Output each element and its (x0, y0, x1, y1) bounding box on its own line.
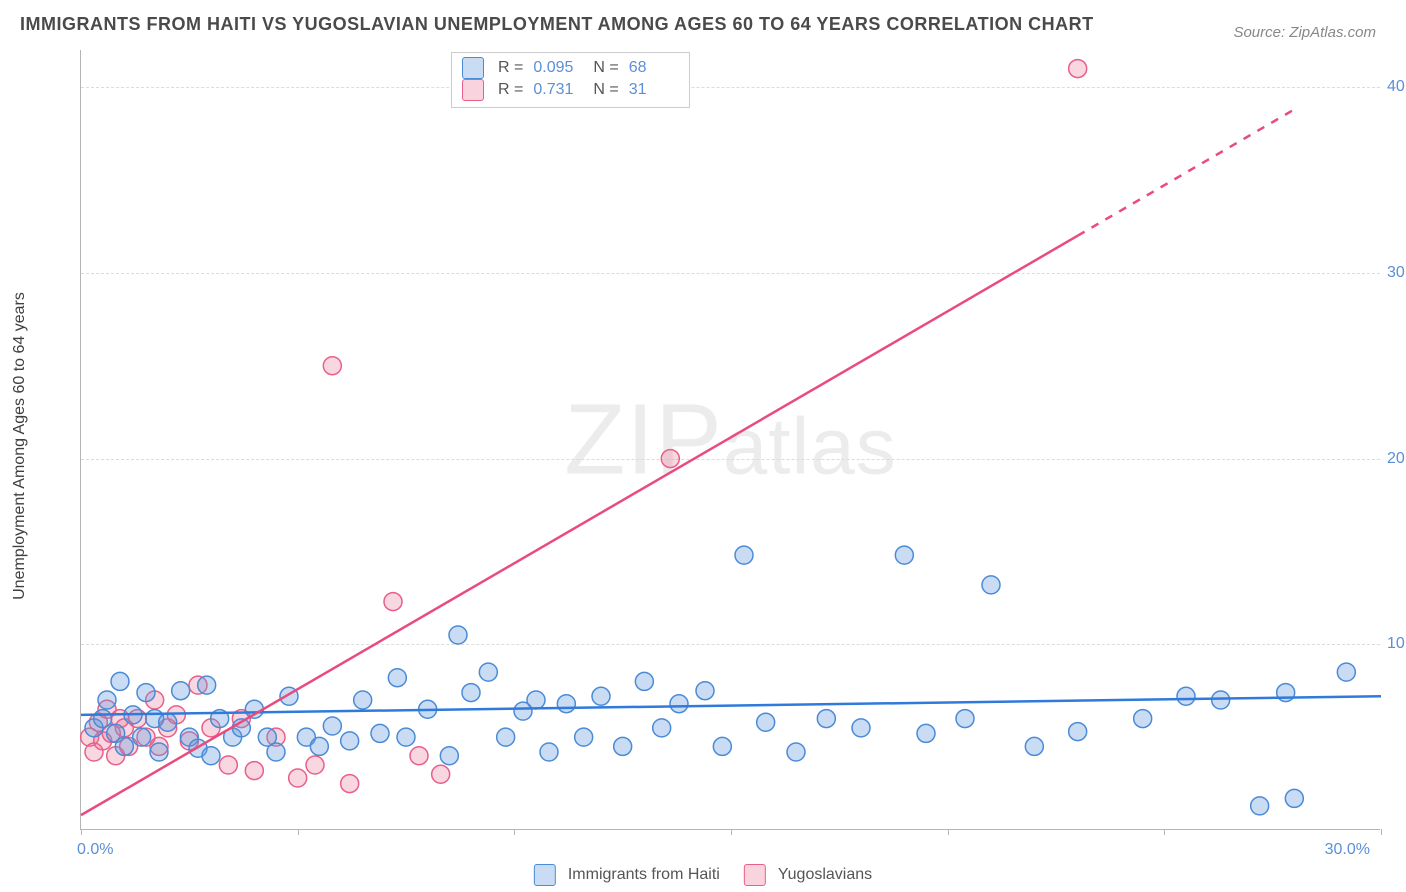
data-point (1251, 797, 1269, 815)
data-point (111, 672, 129, 690)
data-point (497, 728, 515, 746)
data-point (982, 576, 1000, 594)
data-point (306, 756, 324, 774)
data-point (289, 769, 307, 787)
y-tick-label: 30.0% (1387, 264, 1406, 282)
data-point (895, 546, 913, 564)
data-point (787, 743, 805, 761)
data-point (713, 737, 731, 755)
data-point (1069, 723, 1087, 741)
data-point (1069, 60, 1087, 78)
data-point (219, 756, 237, 774)
chart-title: IMMIGRANTS FROM HAITI VS YUGOSLAVIAN UNE… (20, 14, 1094, 35)
data-point (245, 762, 263, 780)
x-tick-mark (948, 829, 949, 835)
data-point (956, 710, 974, 728)
legend-label: Immigrants from Haiti (568, 866, 720, 884)
data-point (852, 719, 870, 737)
data-point (388, 669, 406, 687)
data-point (310, 737, 328, 755)
data-point (1177, 687, 1195, 705)
data-point (635, 672, 653, 690)
data-point (696, 682, 714, 700)
x-tick-mark (298, 829, 299, 835)
data-point (159, 713, 177, 731)
data-point (735, 546, 753, 564)
scatter-svg (81, 50, 1380, 829)
data-point (115, 737, 133, 755)
source-label: Source: ZipAtlas.com (1233, 24, 1376, 41)
data-point (384, 593, 402, 611)
data-point (341, 775, 359, 793)
data-point (557, 695, 575, 713)
y-tick-label: 40.0% (1387, 78, 1406, 96)
legend-label: Yugoslavians (778, 866, 872, 884)
data-point (341, 732, 359, 750)
data-point (757, 713, 775, 731)
data-point (432, 765, 450, 783)
data-point (1025, 737, 1043, 755)
swatch-blue-icon (534, 864, 556, 886)
x-tick-mark (731, 829, 732, 835)
y-tick-label: 10.0% (1387, 635, 1406, 653)
data-point (575, 728, 593, 746)
x-tick-mark (1381, 829, 1382, 835)
data-point (917, 724, 935, 742)
x-tick-mark (81, 829, 82, 835)
x-tick-mark (1164, 829, 1165, 835)
data-point (614, 737, 632, 755)
data-point (198, 676, 216, 694)
trend-line (1078, 109, 1295, 235)
data-point (653, 719, 671, 737)
data-point (1285, 789, 1303, 807)
legend-item-haiti: Immigrants from Haiti (534, 864, 720, 886)
data-point (540, 743, 558, 761)
data-point (462, 684, 480, 702)
legend: Immigrants from Haiti Yugoslavians (534, 864, 872, 886)
data-point (94, 710, 112, 728)
data-point (670, 695, 688, 713)
swatch-pink-icon (744, 864, 766, 886)
data-point (323, 717, 341, 735)
data-point (1212, 691, 1230, 709)
data-point (527, 691, 545, 709)
data-point (267, 743, 285, 761)
data-point (479, 663, 497, 681)
legend-item-yugo: Yugoslavians (744, 864, 872, 886)
data-point (661, 450, 679, 468)
y-axis-label: Unemployment Among Ages 60 to 64 years (11, 292, 29, 600)
data-point (98, 691, 116, 709)
plot-area: ZIPatlas 10.0%20.0%30.0%40.0% 0.0% 30.0%… (80, 50, 1380, 830)
data-point (371, 724, 389, 742)
y-tick-label: 20.0% (1387, 450, 1406, 468)
data-point (817, 710, 835, 728)
data-point (440, 747, 458, 765)
data-point (137, 684, 155, 702)
data-point (592, 687, 610, 705)
x-axis-end-label: 30.0% (1325, 841, 1370, 859)
data-point (449, 626, 467, 644)
data-point (397, 728, 415, 746)
x-tick-mark (514, 829, 515, 835)
data-point (202, 747, 220, 765)
data-point (354, 691, 372, 709)
data-point (172, 682, 190, 700)
data-point (323, 357, 341, 375)
data-point (410, 747, 428, 765)
data-point (133, 728, 151, 746)
data-point (150, 743, 168, 761)
x-axis-start-label: 0.0% (77, 841, 113, 859)
data-point (1134, 710, 1152, 728)
data-point (1337, 663, 1355, 681)
